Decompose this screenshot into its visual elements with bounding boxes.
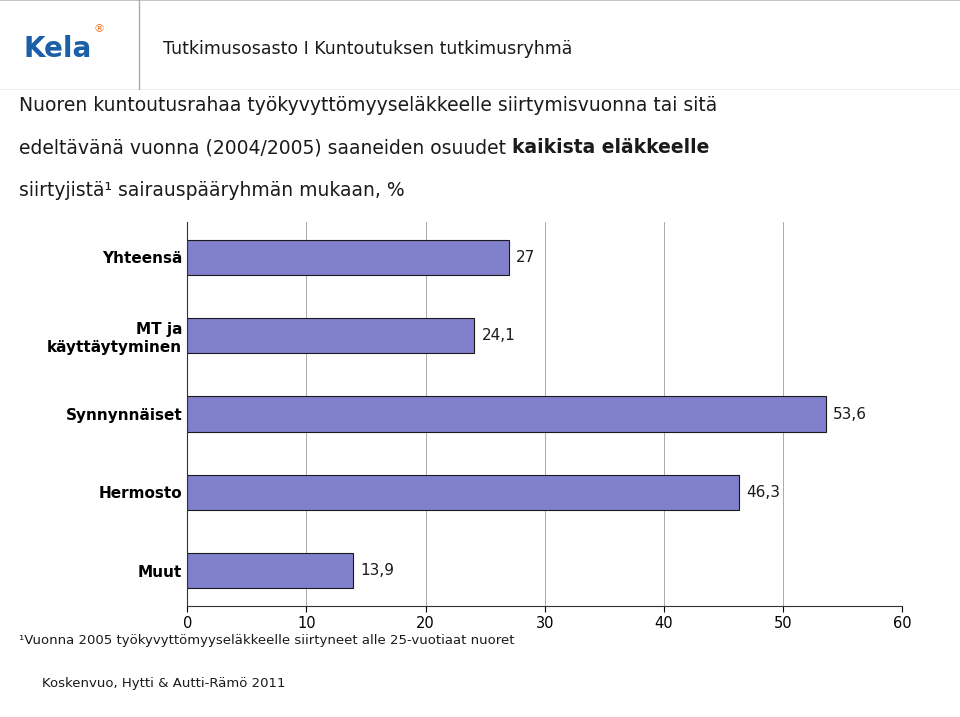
Text: ®: ® bbox=[93, 24, 105, 34]
Text: 24,1: 24,1 bbox=[482, 328, 516, 343]
Text: 46,3: 46,3 bbox=[746, 485, 780, 500]
Text: Tutkimusosasto I Kuntoutuksen tutkimusryhmä: Tutkimusosasto I Kuntoutuksen tutkimusry… bbox=[163, 40, 572, 58]
Text: Kela: Kela bbox=[23, 35, 92, 63]
Bar bbox=[187, 475, 739, 510]
Text: siirtyjistä¹ sairauspääryhmän mukaan, %: siirtyjistä¹ sairauspääryhmän mukaan, % bbox=[19, 181, 405, 200]
Bar bbox=[187, 553, 353, 589]
Text: kaikista eläkkeelle: kaikista eläkkeelle bbox=[513, 138, 709, 157]
Text: edeltävänä vuonna (2004/2005) saaneiden osuudet: edeltävänä vuonna (2004/2005) saaneiden … bbox=[19, 138, 513, 157]
Text: ¹Vuonna 2005 työkyvyttömyyseläkkeelle siirtyneet alle 25-vuotiaat nuoret: ¹Vuonna 2005 työkyvyttömyyseläkkeelle si… bbox=[19, 634, 515, 647]
Text: 53,6: 53,6 bbox=[833, 407, 867, 422]
Text: Koskenvuo, Hytti & Autti-Rämö 2011: Koskenvuo, Hytti & Autti-Rämö 2011 bbox=[42, 678, 286, 690]
Text: 13,9: 13,9 bbox=[360, 564, 394, 579]
Text: Nuoren kuntoutusrahaa työkyvyttömyyseläkkeelle siirtymisvuonna tai sitä: Nuoren kuntoutusrahaa työkyvyttömyyseläk… bbox=[19, 95, 717, 115]
Bar bbox=[187, 397, 827, 432]
Bar bbox=[187, 318, 474, 353]
Bar bbox=[187, 239, 509, 275]
Text: 27: 27 bbox=[516, 250, 536, 265]
